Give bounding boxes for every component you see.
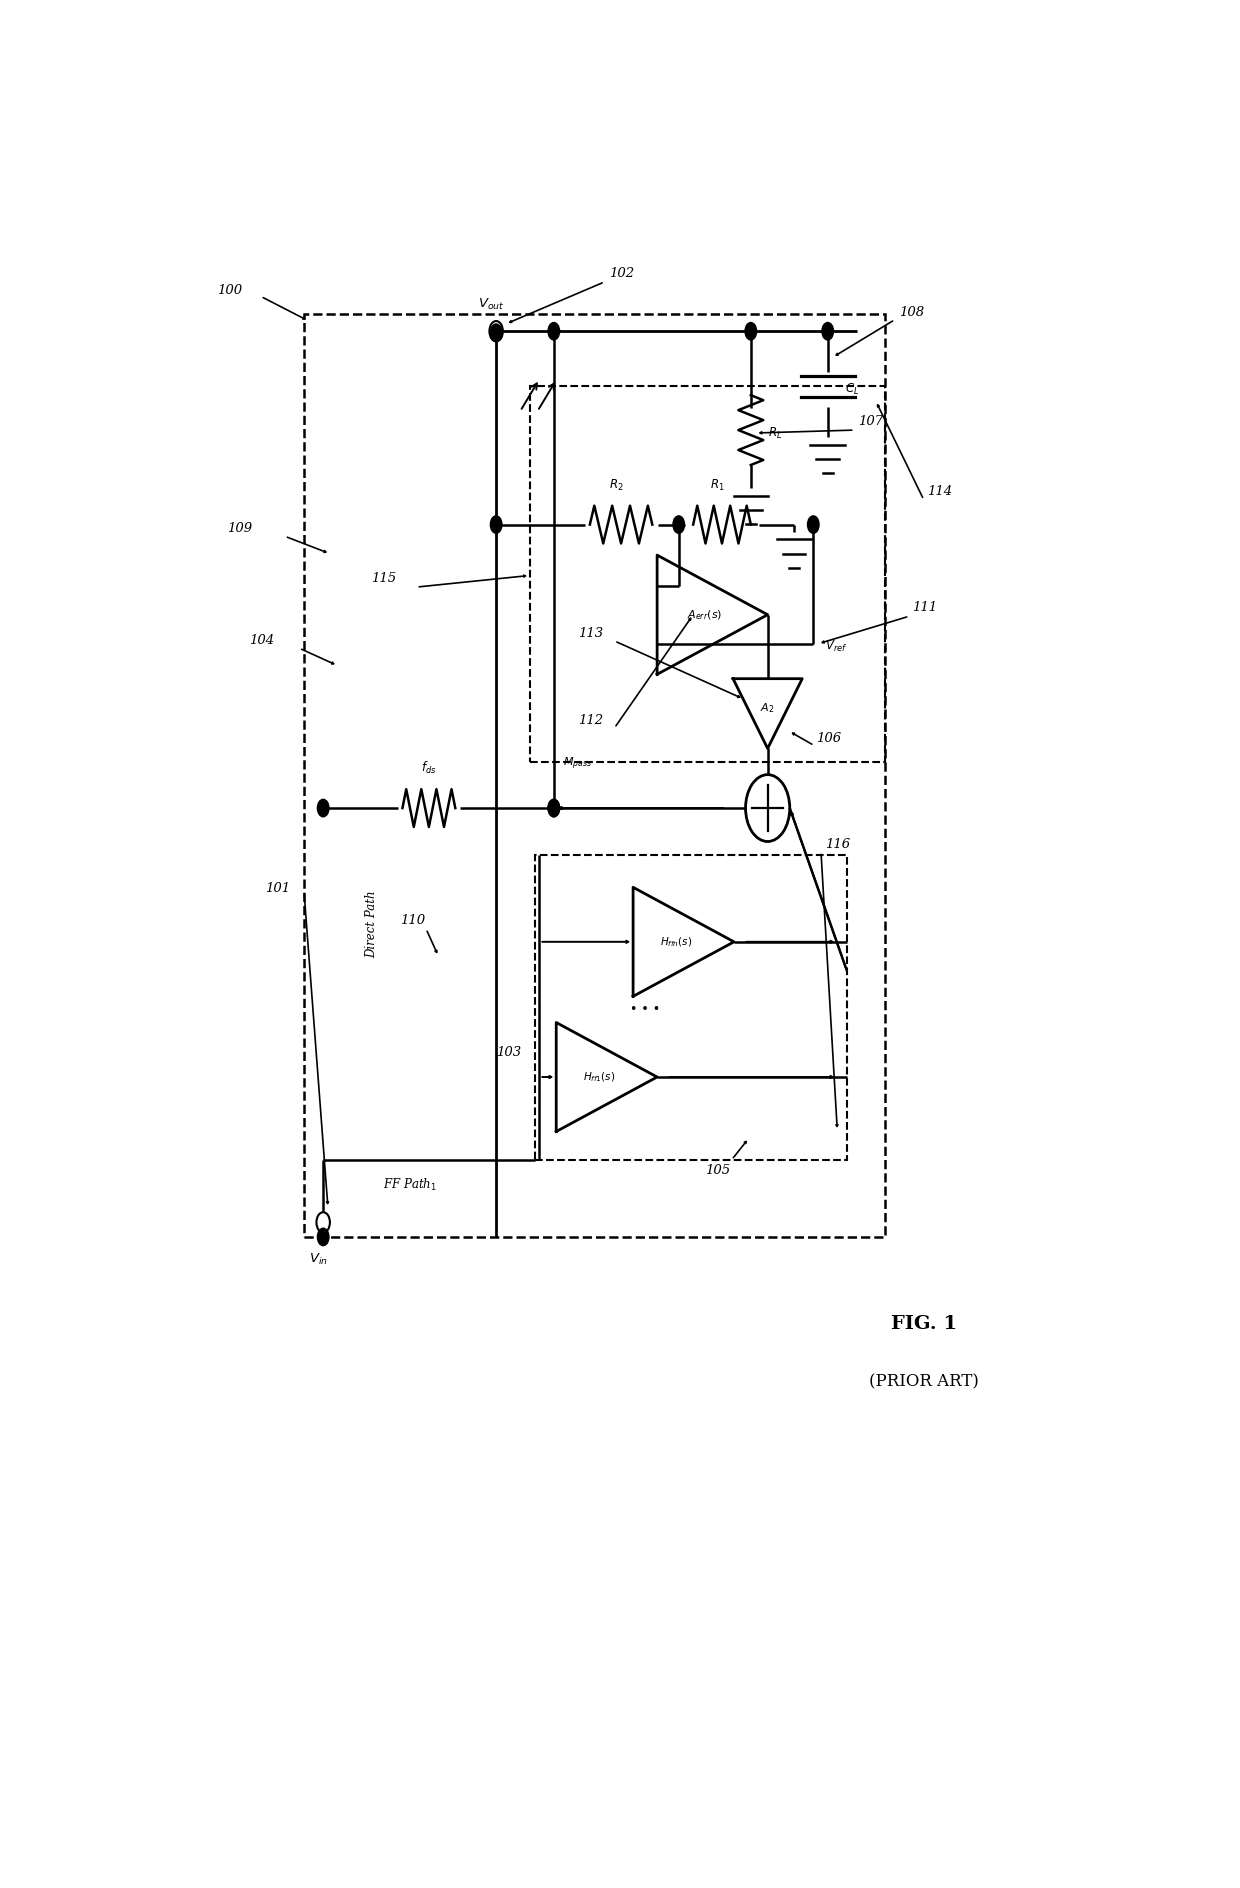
Text: 108: 108 bbox=[899, 306, 924, 319]
Text: $H_{ff1}(s)$: $H_{ff1}(s)$ bbox=[583, 1070, 615, 1084]
Text: $R_1$: $R_1$ bbox=[709, 478, 724, 493]
Text: $C_L$: $C_L$ bbox=[844, 381, 859, 396]
Circle shape bbox=[548, 323, 559, 340]
Circle shape bbox=[490, 515, 502, 532]
Circle shape bbox=[490, 325, 502, 342]
Circle shape bbox=[807, 515, 820, 532]
Text: $A_2$: $A_2$ bbox=[760, 700, 775, 716]
Circle shape bbox=[316, 1212, 330, 1233]
Text: FIG. 1: FIG. 1 bbox=[890, 1316, 957, 1333]
Text: $R_L$: $R_L$ bbox=[768, 425, 782, 440]
Text: 104: 104 bbox=[249, 634, 274, 648]
Text: 113: 113 bbox=[578, 627, 603, 640]
Text: 101: 101 bbox=[265, 882, 290, 895]
Text: • • •: • • • bbox=[630, 1003, 660, 1016]
Text: 114: 114 bbox=[926, 485, 952, 498]
Text: 105: 105 bbox=[704, 1163, 730, 1176]
Text: (PRIOR ART): (PRIOR ART) bbox=[869, 1374, 978, 1391]
Text: $V_{in}$: $V_{in}$ bbox=[309, 1252, 327, 1267]
Text: 106: 106 bbox=[816, 733, 841, 744]
Text: 109: 109 bbox=[227, 523, 252, 536]
Circle shape bbox=[548, 799, 559, 818]
Circle shape bbox=[317, 1229, 329, 1246]
Text: 116: 116 bbox=[825, 838, 849, 851]
Bar bbox=[529, 387, 885, 761]
Text: 115: 115 bbox=[371, 572, 397, 585]
Circle shape bbox=[745, 323, 756, 340]
Text: $f_{ds}$: $f_{ds}$ bbox=[422, 761, 436, 776]
Text: $V_{ref}$: $V_{ref}$ bbox=[825, 640, 847, 655]
Text: $V_{out}$: $V_{out}$ bbox=[479, 296, 505, 312]
Circle shape bbox=[548, 799, 559, 818]
Text: 103: 103 bbox=[496, 1046, 521, 1059]
Circle shape bbox=[317, 799, 329, 818]
Text: 112: 112 bbox=[578, 714, 603, 727]
Circle shape bbox=[673, 515, 684, 532]
Text: 111: 111 bbox=[913, 600, 937, 614]
Circle shape bbox=[490, 321, 503, 342]
Text: $A_{err}(s)$: $A_{err}(s)$ bbox=[687, 608, 723, 621]
Text: 110: 110 bbox=[401, 914, 425, 927]
Text: 100: 100 bbox=[217, 283, 243, 296]
Circle shape bbox=[822, 323, 833, 340]
Text: Direct Path: Direct Path bbox=[365, 891, 378, 959]
Bar bbox=[304, 313, 885, 1237]
Text: 102: 102 bbox=[609, 266, 634, 279]
Text: $M_{pass}$: $M_{pass}$ bbox=[563, 755, 593, 772]
Bar bbox=[534, 855, 847, 1159]
Text: $R_2$: $R_2$ bbox=[609, 478, 624, 493]
Text: FF Path$_1$: FF Path$_1$ bbox=[383, 1178, 436, 1193]
Text: 107: 107 bbox=[858, 415, 884, 429]
Text: $H_{ffn}(s)$: $H_{ffn}(s)$ bbox=[660, 935, 692, 948]
